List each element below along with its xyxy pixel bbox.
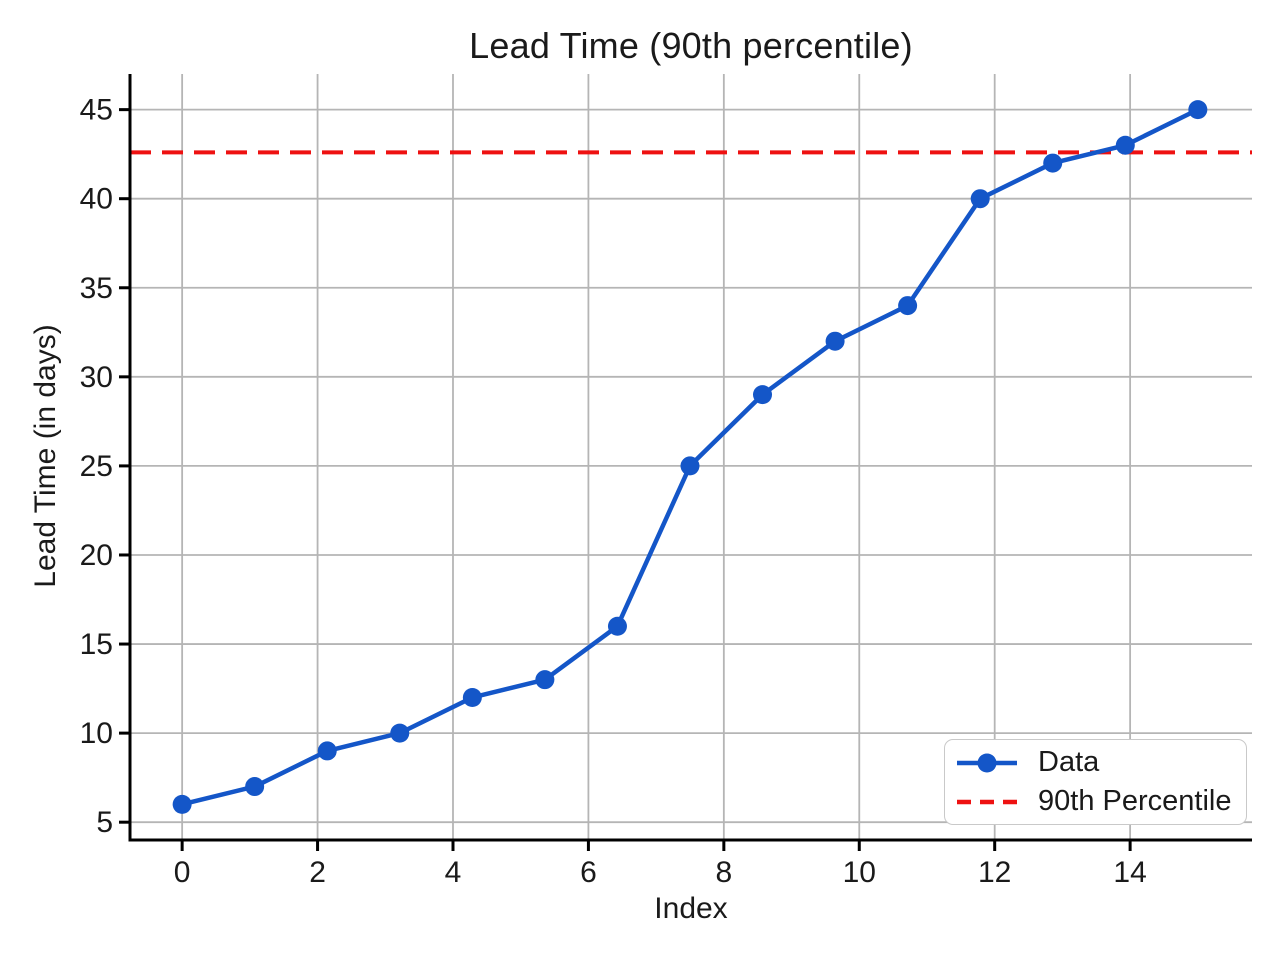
chart-title: Lead Time (90th percentile) [469, 25, 913, 66]
y-tick-label: 10 [80, 717, 113, 750]
x-tick-label: 0 [174, 856, 191, 889]
x-axis-label: Index [654, 892, 728, 925]
legend-data-label: Data [1038, 746, 1100, 778]
data-point [390, 723, 410, 743]
data-point [970, 189, 990, 209]
data-point [172, 794, 192, 814]
x-tick-label: 14 [1113, 856, 1146, 889]
data-point [753, 385, 773, 405]
x-tick-label: 10 [843, 856, 876, 889]
data-point [245, 777, 265, 797]
x-tick-label: 4 [445, 856, 462, 889]
y-tick-label: 35 [80, 272, 113, 305]
legend-item-percentile: 90th Percentile [955, 782, 1246, 821]
y-axis-label: Lead Time (in days) [29, 324, 62, 588]
legend-percentile-label: 90th Percentile [1038, 785, 1232, 817]
data-point [825, 331, 845, 351]
data-point [462, 687, 482, 707]
data-point [680, 456, 700, 476]
data-point [317, 741, 337, 761]
legend-line-marker-icon [957, 753, 1017, 772]
data-point [898, 296, 918, 316]
y-tick-label: 15 [80, 628, 113, 661]
legend-dashed-line-icon [957, 799, 1017, 804]
data-point [607, 616, 627, 636]
y-tick-label: 30 [80, 361, 113, 394]
legend: Data 90th Percentile [944, 739, 1247, 825]
x-tick-label: 2 [309, 856, 326, 889]
y-tick-label: 45 [80, 94, 113, 127]
y-tick-label: 40 [80, 183, 113, 216]
x-tick-label: 6 [580, 856, 597, 889]
x-tick-label: 12 [978, 856, 1011, 889]
data-point [1043, 153, 1063, 173]
y-tick-label: 25 [80, 450, 113, 483]
y-tick-label: 20 [80, 539, 113, 572]
x-tick-label: 8 [715, 856, 732, 889]
y-tick-label: 5 [96, 806, 113, 839]
legend-item-data: Data [955, 743, 1246, 782]
data-point [535, 670, 555, 690]
data-point [1188, 100, 1208, 120]
data-point [1115, 135, 1135, 155]
